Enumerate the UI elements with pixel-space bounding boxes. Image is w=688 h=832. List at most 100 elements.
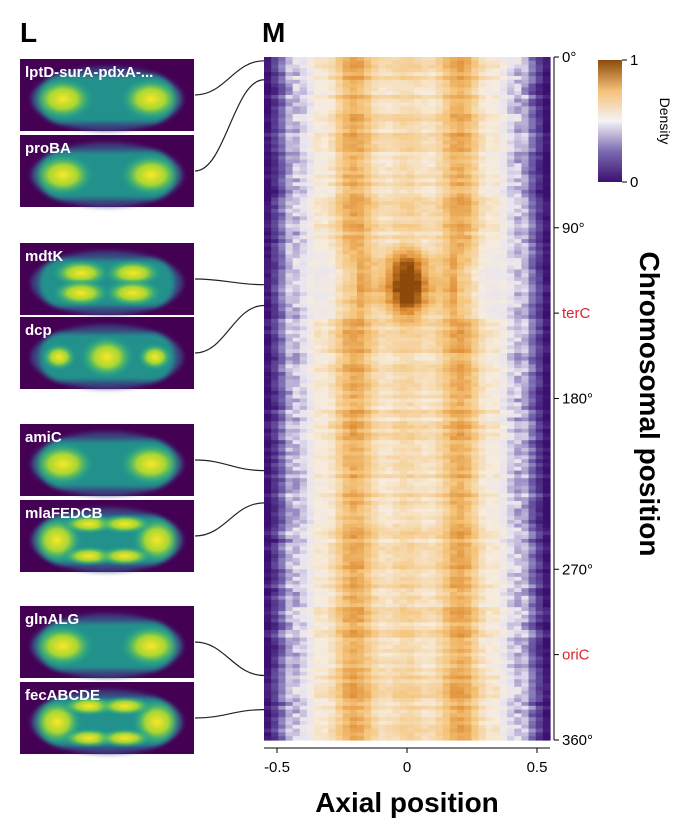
heatmap-cell <box>449 360 458 365</box>
heatmap-cell <box>442 258 451 263</box>
heatmap-cell <box>514 231 522 236</box>
heatmap-cell <box>342 57 351 62</box>
heatmap-cell <box>392 288 401 293</box>
heatmap-cell <box>371 280 379 286</box>
heatmap-cell <box>271 110 279 115</box>
heatmap-cell <box>485 132 494 138</box>
heatmap-cell <box>521 201 530 206</box>
heatmap-cell <box>471 406 480 411</box>
heatmap-cell <box>392 402 401 407</box>
heatmap-cell <box>478 322 487 327</box>
heatmap-cell <box>492 315 501 320</box>
heatmap-cell <box>399 117 408 123</box>
heatmap-cell <box>264 299 272 305</box>
heatmap-cell <box>435 303 444 309</box>
heatmap-cell <box>478 406 487 411</box>
heatmap-cell <box>356 254 365 259</box>
heatmap-cell <box>378 303 387 309</box>
heatmap-cell <box>428 398 437 403</box>
heatmap-cell <box>299 261 308 267</box>
heatmap-cell <box>535 341 544 346</box>
heatmap-cell <box>356 474 365 479</box>
heatmap-cell <box>306 333 315 339</box>
heatmap-cell <box>356 447 365 453</box>
heatmap-cell <box>349 440 358 445</box>
heatmap-cell <box>535 201 544 206</box>
heatmap-cell <box>292 383 301 388</box>
heatmap-cell <box>264 326 272 331</box>
heatmap-cell <box>521 178 530 183</box>
heatmap-cell <box>535 318 544 324</box>
heatmap-cell <box>271 296 279 301</box>
heatmap-cell <box>521 292 530 297</box>
heatmap-cell <box>314 451 322 457</box>
heatmap-cell <box>285 296 294 301</box>
heatmap-cell <box>378 390 387 396</box>
heatmap-cell <box>306 500 315 506</box>
heatmap-cell <box>442 167 451 172</box>
heatmap-cell <box>442 280 451 286</box>
heatmap-cell <box>464 117 472 123</box>
heatmap-cell <box>535 436 544 441</box>
heatmap-cell <box>478 64 487 69</box>
heatmap-cell <box>471 307 480 312</box>
heatmap-cell <box>507 326 515 331</box>
heatmap-cell <box>328 204 337 210</box>
heatmap-cell <box>264 337 272 343</box>
heatmap-cell <box>492 341 501 346</box>
heatmap-cell <box>421 504 430 510</box>
heatmap-cell <box>314 390 322 396</box>
heatmap-cell <box>328 261 337 267</box>
heatmap-cell <box>492 208 501 214</box>
heatmap-cell <box>335 125 344 130</box>
heatmap-cell <box>499 474 508 479</box>
heatmap-cell <box>485 292 494 297</box>
heatmap-cell <box>335 216 344 221</box>
heatmap-cell <box>507 337 515 343</box>
heatmap-cell <box>442 186 451 191</box>
heatmap-cell <box>507 428 515 434</box>
heatmap-cell <box>542 277 551 282</box>
heatmap-cell <box>364 368 372 373</box>
heatmap-cell <box>314 212 322 217</box>
heatmap-cell <box>492 216 501 221</box>
heatmap-cell <box>321 500 329 506</box>
heatmap-cell <box>321 504 329 510</box>
heatmap-cell <box>507 212 515 217</box>
heatmap-cell <box>378 481 387 487</box>
heatmap-cell <box>385 318 394 324</box>
heatmap-cell <box>478 132 487 138</box>
fluorescent-focus <box>31 442 95 486</box>
heatmap-cell <box>414 406 422 411</box>
heatmap-cell <box>514 500 522 506</box>
heatmap-cell <box>542 60 551 66</box>
heatmap-cell <box>385 167 394 172</box>
heatmap-cell <box>449 155 458 161</box>
heatmap-cell <box>306 94 315 100</box>
heatmap-cell <box>314 280 322 286</box>
heatmap-cell <box>478 174 487 180</box>
heatmap-cell <box>356 178 365 183</box>
heatmap-cell <box>292 474 301 479</box>
heatmap-cell <box>442 504 451 510</box>
heatmap-cell <box>321 493 329 498</box>
heatmap-cell <box>356 91 365 96</box>
heatmap-cell <box>407 144 415 149</box>
heatmap-cell <box>514 497 522 502</box>
heatmap-cell <box>485 79 494 85</box>
heatmap-cell <box>385 201 394 206</box>
heatmap-cell <box>328 311 337 316</box>
heatmap-cell <box>321 265 329 271</box>
heatmap-cell <box>457 318 465 324</box>
heatmap-cell <box>421 75 430 81</box>
heatmap-cell <box>356 113 365 119</box>
heatmap-cell <box>407 383 415 388</box>
heatmap-cell <box>285 508 294 513</box>
heatmap-cell <box>435 337 444 343</box>
heatmap-cell <box>414 398 422 403</box>
heatmap-cell <box>414 485 422 491</box>
heatmap-cell <box>442 132 451 138</box>
heatmap-cell <box>314 337 322 343</box>
heatmap-cell <box>371 459 379 464</box>
heatmap-cell <box>349 113 358 119</box>
